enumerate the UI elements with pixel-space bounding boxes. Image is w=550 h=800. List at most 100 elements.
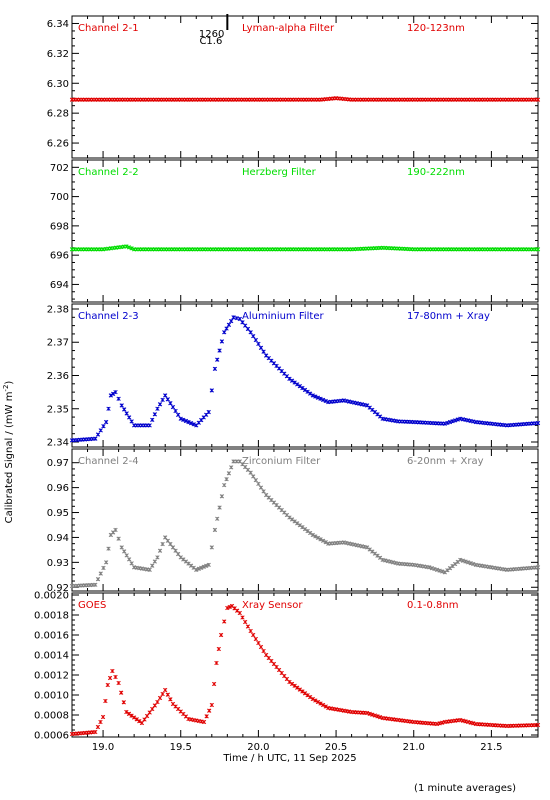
y-tick-label: 2.38	[47, 304, 69, 315]
data-point	[323, 540, 328, 545]
panel-label: Lyman-alpha Filter	[242, 23, 335, 34]
panels-group: 6.26 6.28 6.30 6.32 6.34 Channel 2-1 Lyman-alp…	[34, 14, 541, 753]
data-point	[240, 615, 245, 620]
data-point	[251, 333, 256, 339]
data-point	[152, 703, 157, 708]
data-point	[199, 565, 204, 570]
y-tick-label: 6.30	[47, 79, 69, 90]
data-point	[313, 394, 318, 399]
data-point	[206, 409, 211, 415]
data-point	[261, 349, 266, 354]
panel-5: 0.0006 0.0008 0.0010 0.0012 0.0014 0.0016 0.00…	[34, 591, 541, 742]
y-axis-title: Calibrated Signal / (mW m-2)	[2, 381, 15, 524]
data-point	[196, 566, 201, 571]
y-tick-label: 0.0018	[34, 611, 69, 622]
data-point	[131, 715, 137, 720]
y-tick-label: 0.97	[47, 458, 69, 469]
data-point	[215, 357, 220, 362]
data-point	[315, 535, 321, 541]
data-point	[248, 628, 253, 634]
data-point	[163, 535, 168, 540]
data-series	[69, 315, 541, 443]
data-point	[163, 687, 168, 693]
data-point	[175, 551, 181, 557]
y-axis-title-sup: -2	[2, 385, 10, 392]
y-tick-label: 2.34	[47, 438, 69, 449]
data-point	[134, 717, 139, 722]
data-point	[150, 706, 155, 712]
data-point	[204, 714, 209, 719]
data-point	[217, 348, 222, 353]
data-point	[253, 337, 258, 343]
data-point	[119, 403, 124, 408]
y-axis-title-main: Calibrated Signal / (mW m	[4, 392, 15, 524]
data-point	[209, 545, 214, 550]
data-point	[124, 553, 129, 558]
data-point	[237, 316, 242, 322]
data-point	[211, 681, 217, 687]
data-point	[122, 407, 127, 412]
y-tick-label: 702	[50, 163, 69, 174]
flare-marker-label-bottom: C1.6	[199, 36, 222, 47]
data-point	[127, 557, 132, 562]
x-axis-title: Time / h UTC, 11 Sep 2025	[222, 753, 356, 764]
panel-label: Aluminium Filter	[242, 311, 325, 322]
data-point	[226, 471, 232, 476]
y-tick-label: 698	[50, 221, 69, 232]
data-point	[261, 489, 266, 494]
x-tick-label: 20.0	[247, 742, 269, 753]
data-point	[292, 380, 297, 385]
data-point	[217, 505, 222, 510]
y-tick-label: 700	[50, 192, 69, 203]
data-point	[168, 541, 173, 547]
data-point	[155, 406, 160, 411]
data-point	[157, 548, 163, 553]
data-point	[214, 660, 219, 666]
data-point	[103, 698, 108, 704]
data-point	[256, 640, 261, 646]
data-point	[188, 421, 194, 426]
data-point	[139, 720, 145, 726]
data-point	[245, 624, 251, 629]
data-point	[137, 719, 142, 724]
data-point	[183, 418, 189, 424]
data-point	[302, 387, 308, 393]
data-point	[318, 701, 323, 706]
data-point	[248, 330, 253, 335]
data-point	[127, 415, 132, 420]
data-point	[209, 702, 214, 708]
y-tick-label: 0.94	[47, 533, 69, 544]
panel-4: 0.92 0.93 0.94 0.95 0.96 0.97 Channel 2-4 Zirco…	[47, 448, 541, 594]
data-point	[320, 702, 326, 708]
data-point	[147, 710, 152, 715]
data-point	[297, 384, 302, 389]
y-tick-label: 0.0006	[34, 731, 69, 742]
data-point	[119, 545, 124, 550]
data-point	[258, 485, 264, 490]
data-point	[157, 695, 163, 701]
panel-label: Channel 2-3	[78, 311, 139, 322]
data-point	[181, 417, 186, 422]
data-point	[122, 549, 127, 554]
data-point	[261, 648, 266, 654]
panel-label: Channel 2-4	[78, 456, 139, 467]
y-tick-label: 0.0016	[34, 631, 69, 642]
x-tick-label: 19.0	[92, 742, 114, 753]
data-point	[310, 696, 315, 702]
data-point	[152, 412, 157, 417]
data-point	[98, 571, 103, 576]
data-point	[243, 323, 248, 328]
data-point	[201, 564, 206, 569]
y-tick-label: 0.0008	[34, 711, 69, 722]
data-point	[98, 719, 103, 725]
data-point	[110, 668, 115, 674]
data-point	[212, 366, 218, 372]
data-point	[535, 722, 541, 728]
y-tick-label: 6.26	[47, 139, 69, 150]
data-point	[113, 527, 118, 533]
y-tick-label: 0.92	[47, 583, 69, 594]
panel-label: Herzberg Filter	[242, 167, 317, 178]
x-tick-label: 20.5	[325, 742, 347, 753]
data-point	[308, 391, 313, 396]
x-tick-label: 19.5	[170, 742, 192, 753]
